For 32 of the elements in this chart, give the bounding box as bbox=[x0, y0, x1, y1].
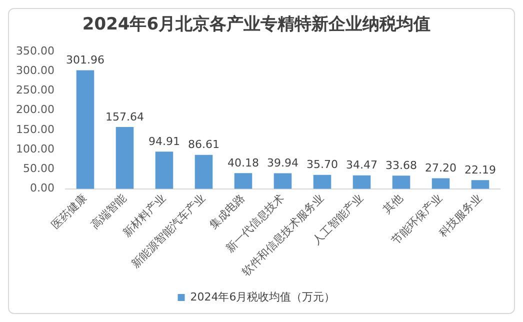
bar bbox=[116, 126, 134, 189]
y-tick-label: 100.00 bbox=[16, 142, 54, 156]
bar bbox=[313, 174, 332, 189]
y-tick-label: 50.00 bbox=[22, 162, 54, 176]
data-label: 34.47 bbox=[346, 158, 378, 172]
bar bbox=[392, 176, 410, 189]
data-label: 94.91 bbox=[148, 134, 180, 148]
chart-title: 2024年6月北京各产业专精特新企业纳税均值 bbox=[82, 14, 431, 35]
data-label: 40.18 bbox=[227, 156, 259, 170]
bar bbox=[471, 180, 490, 189]
bar bbox=[432, 178, 450, 189]
bar bbox=[234, 173, 252, 189]
y-tick-label: 350.00 bbox=[16, 44, 54, 58]
y-tick-label: 300.00 bbox=[16, 64, 54, 77]
data-label: 86.61 bbox=[188, 138, 220, 152]
y-tick-label: 250.00 bbox=[16, 84, 54, 97]
x-tick-label: 其他 bbox=[380, 192, 406, 216]
data-label: 22.19 bbox=[464, 164, 496, 177]
data-label: 157.64 bbox=[105, 110, 144, 124]
data-label: 39.94 bbox=[266, 156, 298, 170]
data-label: 301.96 bbox=[66, 54, 104, 67]
legend-label: 2024年6月税收均值（万元） bbox=[190, 290, 336, 304]
data-label: 27.20 bbox=[425, 162, 456, 175]
data-label: 33.68 bbox=[386, 159, 417, 172]
bar bbox=[274, 173, 292, 189]
data-label: 35.70 bbox=[306, 158, 338, 172]
y-tick-label: 200.00 bbox=[16, 103, 54, 116]
bar bbox=[352, 175, 371, 189]
y-tick-label: 150.00 bbox=[16, 122, 54, 136]
bar bbox=[194, 154, 213, 189]
bar bbox=[155, 152, 174, 189]
bar bbox=[76, 70, 94, 189]
